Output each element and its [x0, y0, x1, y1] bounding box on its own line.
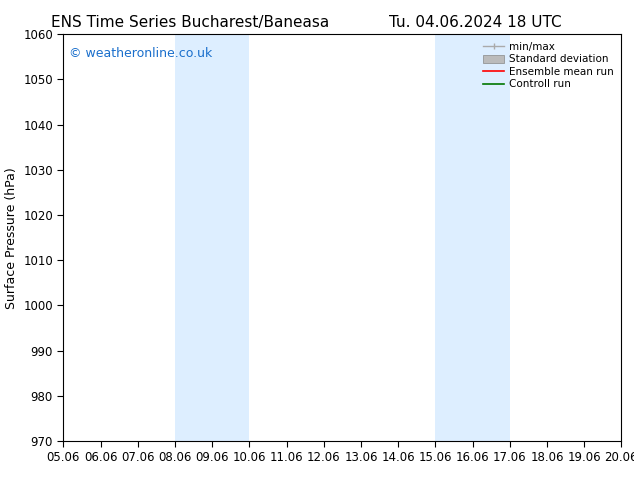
Legend: min/max, Standard deviation, Ensemble mean run, Controll run: min/max, Standard deviation, Ensemble me… [481, 40, 616, 92]
Text: ENS Time Series Bucharest/Baneasa: ENS Time Series Bucharest/Baneasa [51, 15, 329, 30]
Text: Tu. 04.06.2024 18 UTC: Tu. 04.06.2024 18 UTC [389, 15, 562, 30]
Bar [175, 34, 249, 441]
Text: © weatheronline.co.uk: © weatheronline.co.uk [69, 47, 212, 59]
Y-axis label: Surface Pressure (hPa): Surface Pressure (hPa) [4, 167, 18, 309]
Bar [436, 34, 510, 441]
